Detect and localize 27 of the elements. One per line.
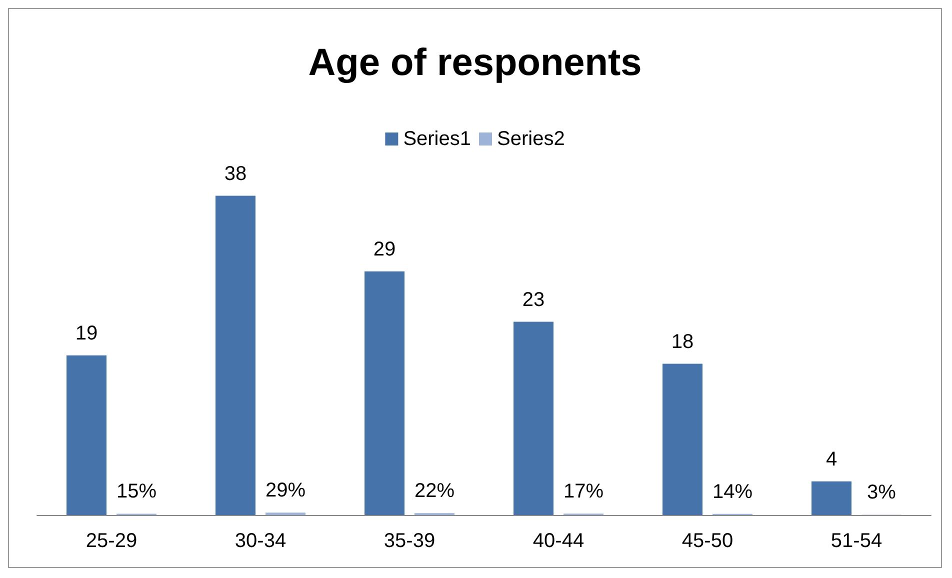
- data-label: 18: [671, 330, 694, 353]
- data-label: 23: [522, 288, 545, 311]
- x-tick-label: 35-39: [384, 530, 436, 552]
- data-label: 29: [373, 238, 396, 260]
- data-label: 38: [224, 162, 247, 185]
- data-label: 22%: [414, 480, 455, 502]
- x-tick-label: 51-54: [830, 530, 882, 552]
- x-tick-label: 25-29: [86, 530, 138, 552]
- data-label: 17%: [563, 480, 604, 503]
- x-tick-label: 30-34: [234, 530, 286, 552]
- legend-label: Series2: [497, 128, 565, 150]
- data-label: 29%: [265, 480, 306, 502]
- x-tick-label: 40-44: [532, 530, 584, 552]
- bar: [364, 271, 404, 515]
- bar: [812, 481, 852, 515]
- bar: [216, 196, 256, 515]
- legend-label: Series1: [403, 128, 471, 150]
- data-label: 3%: [867, 482, 896, 504]
- chart-title: Age of responents: [308, 42, 642, 84]
- bar: [514, 322, 554, 515]
- x-tick-label: 45-50: [682, 530, 734, 552]
- data-label: 19: [75, 322, 98, 344]
- data-label: 4: [826, 448, 838, 470]
- data-label: 15%: [116, 480, 157, 503]
- bar: [662, 364, 702, 515]
- data-label: 14%: [712, 480, 753, 503]
- bar: [66, 355, 106, 515]
